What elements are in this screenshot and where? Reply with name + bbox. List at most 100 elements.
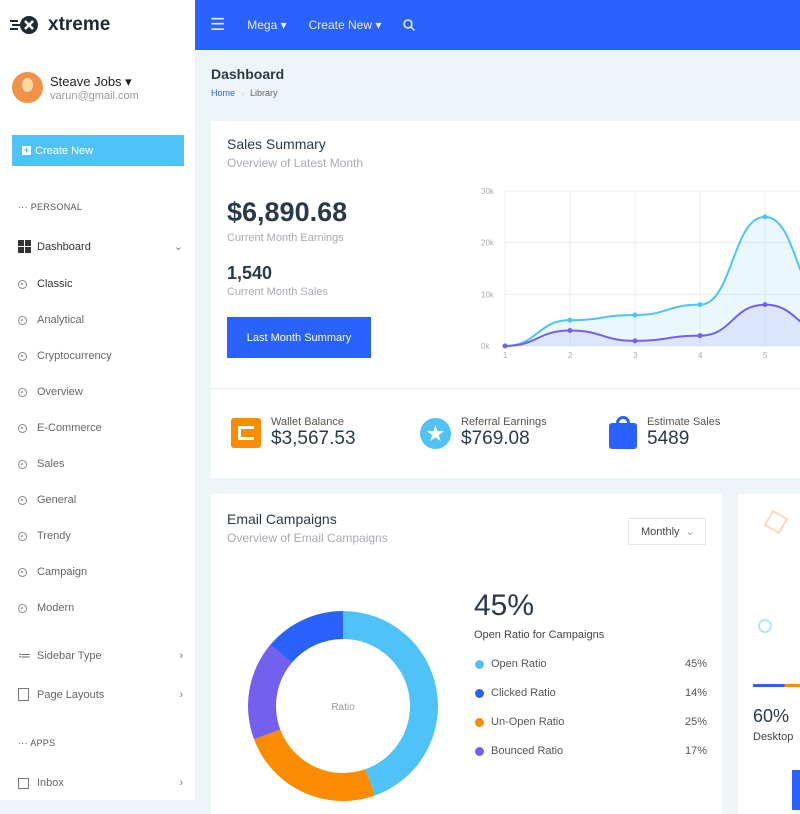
desktop-percent: 60% — [753, 706, 790, 726]
open-ratio-caption: Open Ratio for Campaigns — [474, 629, 605, 641]
y-tick-label: 0k — [481, 342, 490, 351]
page-layouts-label: Page Layouts — [37, 688, 105, 701]
breadcrumb-home[interactable]: Home — [211, 88, 236, 98]
device-card: 60% Desktop — [738, 494, 800, 814]
stat-1: ★ Referral Earnings $769.08 — [420, 416, 547, 450]
legend-dot — [475, 717, 484, 727]
top-navbar: ☰ Mega ▾ Create New ▾ — [195, 0, 800, 50]
period-select[interactable]: Monthly ⌄ — [628, 518, 706, 545]
email-campaigns-card: Email Campaigns Overview of Email Campai… — [211, 494, 722, 814]
create-new-label: Create New — [35, 144, 94, 157]
legend-item: Clicked Ratio 14% — [475, 687, 707, 699]
device-button[interactable] — [792, 770, 800, 810]
series-0-line — [504, 215, 800, 347]
last-month-summary-button[interactable]: Last Month Summary — [227, 317, 371, 358]
sub-item-label: Analytical — [37, 314, 85, 326]
section-apps: ··· APPS — [18, 738, 56, 748]
sales-area-chart: 0k 10k 20k 30k 1 2 3 4 5 — [481, 187, 800, 360]
circle-dot-icon — [18, 387, 27, 397]
sub-item-label: E-Commerce — [37, 422, 102, 434]
x-tick-label: 1 — [503, 351, 508, 360]
copy-icon — [18, 688, 29, 701]
circle-dot-icon — [18, 351, 27, 361]
sales-subtitle: Overview of Latest Month — [227, 156, 364, 170]
mega-menu[interactable]: Mega ▾ — [247, 18, 287, 32]
chevron-right-icon: › — [179, 650, 183, 662]
series-1-area — [505, 304, 800, 346]
donut-slice-open-ratio — [343, 611, 439, 796]
mega-label: Mega — [247, 18, 278, 32]
user-profile[interactable]: Steave Jobs ▾ varun@gmail.com — [12, 72, 195, 103]
sidebar-item-inbox[interactable]: Inbox › — [18, 777, 183, 789]
series-1-line — [504, 303, 800, 347]
circle-dot-icon — [18, 423, 27, 433]
sidebar-item-analytical[interactable]: Analytical — [18, 314, 183, 326]
sub-item-label: Campaign — [37, 566, 88, 578]
legend-value: 14% — [684, 687, 707, 699]
sidebar-item-e-commerce[interactable]: E-Commerce — [18, 422, 183, 434]
series-0-point — [567, 317, 573, 323]
sidebar-item-trendy[interactable]: Trendy — [18, 530, 183, 542]
circle-dot-icon — [18, 603, 27, 613]
sub-item-label: Sales — [37, 458, 65, 470]
donut-slice-clicked-ratio — [270, 611, 343, 663]
sales-title: Sales Summary — [227, 136, 326, 152]
donut-slice-bounced-ratio — [248, 644, 292, 740]
chevron-down-icon: ⌄ — [685, 526, 695, 538]
sub-item-label: Modern — [37, 602, 75, 614]
brand-logo[interactable]: xtreme — [0, 0, 195, 50]
series-0-point — [697, 302, 703, 308]
sidebar: Steave Jobs ▾ varun@gmail.com + Create New… — [0, 50, 195, 800]
stat-2: Estimate Sales 5489 — [609, 416, 720, 450]
stat-label: Wallet Balance — [271, 416, 344, 428]
circle-shape — [758, 619, 772, 633]
sidebar-item-modern[interactable]: Modern — [18, 602, 183, 614]
legend-item: Open Ratio 45% — [475, 658, 707, 670]
sidebar-item-general[interactable]: General — [18, 494, 183, 506]
circle-dot-icon — [18, 495, 27, 505]
sidebar-item-classic[interactable]: Classic — [18, 278, 183, 290]
email-subtitle: Overview of Email Campaigns — [227, 531, 388, 545]
diamond-shape — [763, 509, 789, 535]
device-progress-bar — [753, 684, 800, 687]
sidebar-item-campaign[interactable]: Campaign — [18, 566, 183, 578]
chevron-down-icon: ⌄ — [173, 241, 183, 253]
sidebar-item-cryptocurrency[interactable]: Cryptocurrency — [18, 350, 183, 362]
series-1-point — [762, 302, 768, 308]
circle-dot-icon — [18, 531, 27, 541]
sidebar-item-page-layouts[interactable]: Page Layouts › — [18, 688, 183, 701]
sidebar-item-sidebar-type[interactable]: ≔ Sidebar Type › — [18, 648, 183, 664]
legend-value: 45% — [684, 658, 707, 670]
x-tick-label: 5 — [763, 351, 768, 360]
section-apps-label: APPS — [30, 738, 56, 748]
donut-slice-un-open-ratio — [254, 729, 375, 801]
star-icon: ★ — [420, 417, 451, 449]
xtreme-logo-icon — [10, 16, 38, 34]
dashboard-label: Dashboard — [37, 240, 91, 253]
section-personal: ··· PERSONAL — [18, 202, 83, 212]
y-tick-label: 20k — [481, 239, 495, 248]
open-ratio-big: 45% — [474, 589, 535, 622]
hamburger-menu-icon[interactable]: ☰ — [210, 15, 226, 34]
legend-value: 17% — [684, 745, 707, 757]
create-new-button[interactable]: + Create New — [12, 135, 184, 166]
sliders-icon: ≔ — [18, 648, 31, 663]
earnings-label: Current Month Earnings — [227, 232, 344, 244]
x-tick-label: 2 — [568, 351, 573, 360]
legend-item: Bounced Ratio 17% — [475, 745, 707, 757]
search-icon[interactable] — [403, 19, 416, 31]
brand-name: xtreme — [48, 14, 111, 35]
stat-value: $769.08 — [461, 428, 530, 449]
sidebar-item-dashboard[interactable]: Dashboard ⌄ — [18, 240, 183, 253]
dashboard-grid-icon — [18, 240, 31, 253]
create-new-menu[interactable]: Create New ▾ — [308, 18, 382, 32]
y-tick-label: 10k — [481, 290, 495, 299]
legend-label: Un-Open Ratio — [491, 716, 565, 728]
sidebar-item-overview[interactable]: Overview — [18, 386, 183, 398]
sidebar-item-sales[interactable]: Sales — [18, 458, 183, 470]
sales-count: 1,540 — [227, 263, 273, 283]
x-tick-label: 4 — [698, 351, 703, 360]
circle-dot-icon — [18, 315, 27, 325]
stat-label: Estimate Sales — [647, 416, 721, 428]
desktop-label: Desktop — [753, 731, 794, 743]
